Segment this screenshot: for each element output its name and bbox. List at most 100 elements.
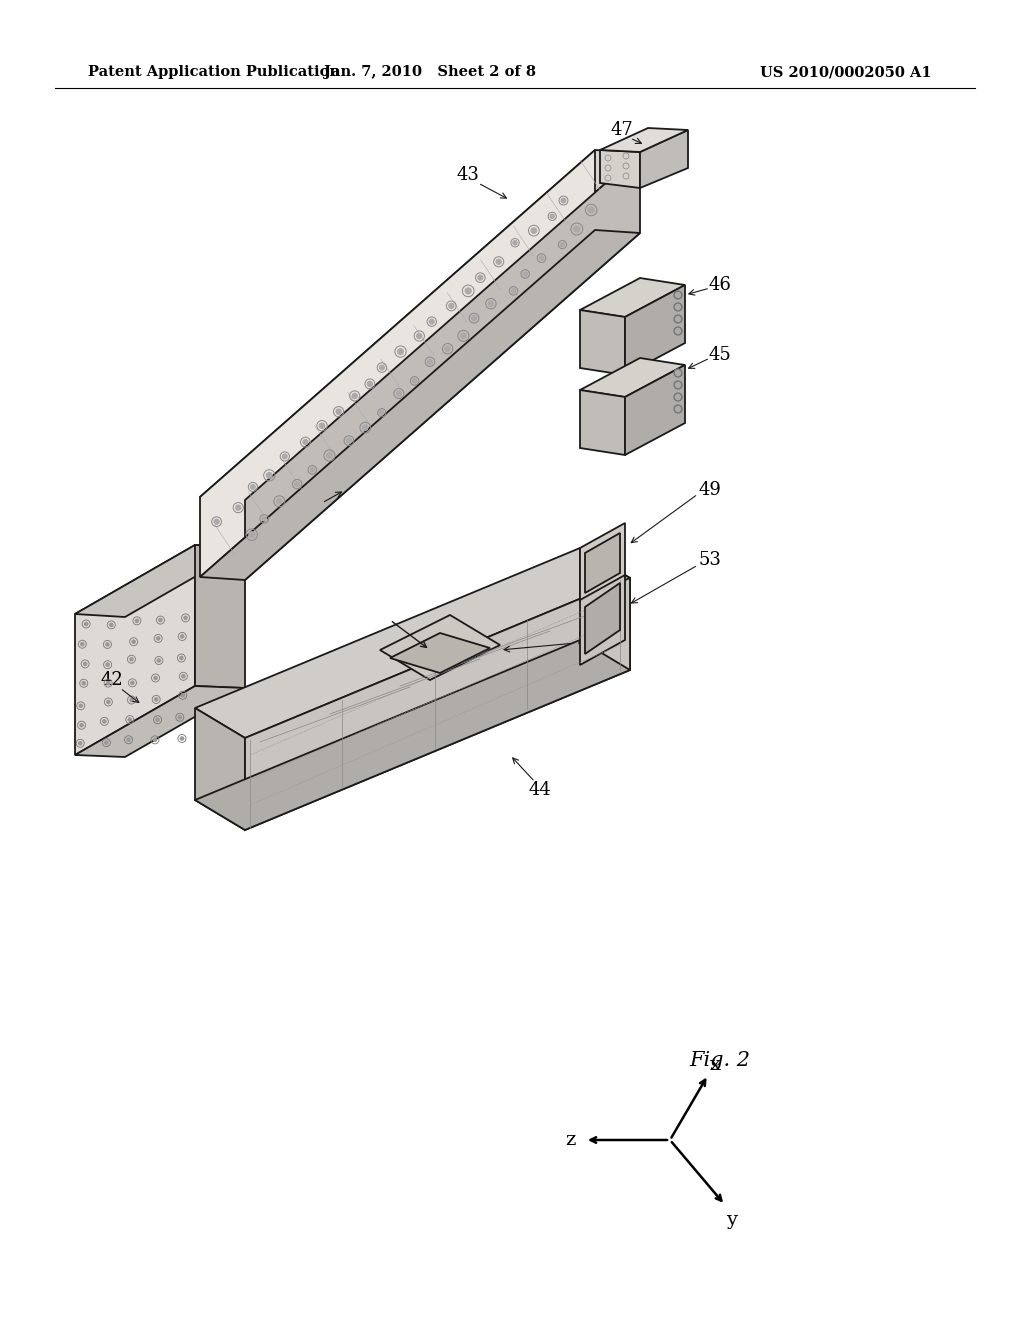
Text: x: x (710, 1056, 721, 1074)
Polygon shape (245, 153, 640, 579)
Polygon shape (585, 583, 620, 653)
Circle shape (478, 275, 482, 280)
Circle shape (130, 657, 133, 661)
Circle shape (497, 259, 501, 264)
Circle shape (303, 440, 308, 445)
Polygon shape (200, 230, 640, 579)
Text: 44: 44 (528, 781, 551, 799)
Circle shape (428, 359, 432, 364)
Circle shape (154, 738, 157, 742)
Circle shape (154, 676, 157, 680)
Circle shape (396, 391, 401, 396)
Circle shape (674, 327, 682, 335)
Circle shape (102, 719, 106, 723)
Circle shape (135, 619, 138, 623)
Text: 53: 53 (698, 550, 722, 569)
Polygon shape (195, 548, 630, 738)
Text: 49: 49 (698, 480, 722, 499)
Polygon shape (625, 285, 685, 375)
Polygon shape (580, 548, 630, 671)
Circle shape (85, 622, 88, 626)
Circle shape (674, 381, 682, 389)
Circle shape (589, 207, 594, 213)
Circle shape (178, 715, 181, 719)
Circle shape (82, 681, 85, 685)
Text: 42: 42 (100, 671, 123, 689)
Circle shape (266, 473, 272, 478)
Circle shape (445, 346, 451, 351)
Circle shape (676, 329, 681, 334)
Circle shape (573, 226, 580, 232)
Circle shape (676, 395, 681, 400)
Polygon shape (580, 389, 625, 455)
Text: z: z (565, 1131, 575, 1148)
Circle shape (674, 370, 682, 378)
Circle shape (79, 704, 82, 708)
Circle shape (180, 635, 183, 638)
Circle shape (362, 425, 368, 430)
Circle shape (156, 718, 159, 721)
Polygon shape (580, 279, 685, 317)
Circle shape (561, 198, 565, 203)
Circle shape (110, 623, 113, 627)
Circle shape (249, 532, 255, 537)
Polygon shape (380, 615, 500, 680)
Circle shape (380, 411, 384, 414)
Polygon shape (625, 366, 685, 455)
Circle shape (180, 737, 183, 741)
Circle shape (327, 453, 332, 458)
Polygon shape (245, 578, 630, 830)
Circle shape (181, 694, 184, 697)
Circle shape (465, 288, 471, 294)
Circle shape (352, 393, 357, 399)
Circle shape (319, 424, 325, 428)
Text: 46: 46 (709, 276, 731, 294)
Circle shape (105, 643, 109, 645)
Polygon shape (640, 129, 688, 187)
Circle shape (106, 701, 110, 704)
Circle shape (236, 506, 241, 510)
Circle shape (106, 663, 110, 667)
Circle shape (676, 407, 681, 412)
Circle shape (674, 304, 682, 312)
Polygon shape (195, 640, 630, 830)
Circle shape (397, 348, 403, 354)
Polygon shape (195, 708, 245, 830)
Circle shape (276, 499, 282, 504)
Polygon shape (195, 545, 245, 688)
Polygon shape (580, 358, 685, 397)
Circle shape (158, 659, 161, 663)
Circle shape (159, 619, 162, 622)
Circle shape (429, 319, 434, 323)
Text: 43: 43 (457, 166, 479, 183)
Circle shape (676, 371, 681, 375)
Circle shape (674, 290, 682, 300)
Text: Patent Application Publication: Patent Application Publication (88, 65, 340, 79)
Circle shape (540, 256, 544, 260)
Circle shape (346, 438, 351, 444)
Polygon shape (75, 686, 245, 756)
Circle shape (531, 228, 537, 234)
Circle shape (461, 333, 466, 339)
Circle shape (214, 519, 219, 524)
Polygon shape (580, 576, 625, 665)
Circle shape (488, 301, 494, 306)
Circle shape (251, 484, 255, 490)
Circle shape (676, 383, 681, 388)
Circle shape (513, 240, 517, 244)
Circle shape (674, 315, 682, 323)
Text: US 2010/0002050 A1: US 2010/0002050 A1 (760, 65, 932, 79)
Circle shape (127, 738, 130, 742)
Polygon shape (585, 533, 620, 593)
Circle shape (523, 272, 527, 276)
Circle shape (84, 663, 87, 665)
Circle shape (449, 304, 454, 309)
Circle shape (155, 698, 158, 701)
Circle shape (106, 681, 110, 685)
Circle shape (368, 381, 373, 387)
Circle shape (79, 742, 82, 744)
Circle shape (676, 317, 681, 322)
Circle shape (130, 698, 133, 702)
Circle shape (131, 681, 134, 685)
Circle shape (413, 379, 417, 383)
